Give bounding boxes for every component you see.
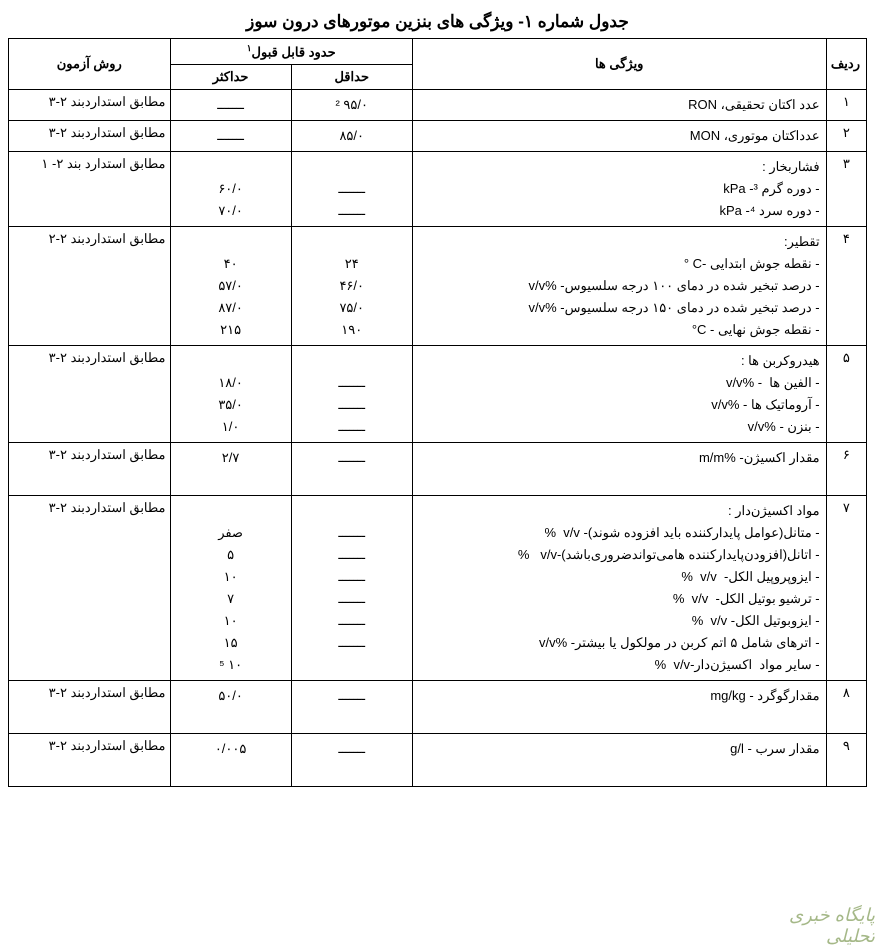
row-number: ۷ [826, 496, 866, 681]
spec-table: ردیف ویژگی ها حدود قابل قبول۱ روش آزمون … [8, 38, 867, 787]
row-number: ۱ [826, 90, 866, 121]
hdr-min: حداقل [291, 65, 412, 90]
max-cell: ۱۸/۰۳۵/۰۱/۰ [170, 346, 291, 443]
table-row: ۶مقدار اکسیژن- %m/m ـــــــ ۲/۷ مطابق اس… [9, 443, 867, 496]
method-cell: مطابق استداردبند ۲-۲ [9, 227, 171, 346]
spec-cell: عدداکتان موتوری، MON [412, 121, 826, 152]
row-number: ۹ [826, 734, 866, 787]
table-row: ۸مقدارگوگرد - mg/kg ـــــــ ۵۰/۰ مطابق ا… [9, 681, 867, 734]
table-row: ۱عدد اکتان تحقیقی، RON۹۵/۰ ²ـــــــمطابق… [9, 90, 867, 121]
table-row: ۲عدداکتان موتوری، MON۸۵/۰ـــــــمطابق اس… [9, 121, 867, 152]
min-cell: ـــــــ [291, 443, 412, 496]
watermark: پایگاه خبری تحلیلی [740, 905, 875, 947]
spec-cell: عدد اکتان تحقیقی، RON [412, 90, 826, 121]
spec-cell: تقطیر:- نقطه جوش ابتدایی -C °- درصد تبخی… [412, 227, 826, 346]
max-cell: ـــــــ [170, 121, 291, 152]
method-cell: مطابق استدارد بند ۲- ۱ [9, 152, 171, 227]
table-row: ۴تقطیر:- نقطه جوش ابتدایی -C °- درصد تبخ… [9, 227, 867, 346]
hdr-row: ردیف [826, 39, 866, 90]
min-cell: ــــــــــــــ [291, 152, 412, 227]
max-cell: ـــــــ [170, 90, 291, 121]
min-cell: ۸۵/۰ [291, 121, 412, 152]
row-number: ۸ [826, 681, 866, 734]
max-cell: ۴۰۵۷/۰۸۷/۰۲۱۵ [170, 227, 291, 346]
hdr-limits: حدود قابل قبول۱ [170, 39, 412, 65]
row-number: ۴ [826, 227, 866, 346]
min-cell: ۲۴۴۶/۰۷۵/۰۱۹۰ [291, 227, 412, 346]
min-cell: ۹۵/۰ ² [291, 90, 412, 121]
max-cell: ۰/۰۰۵ [170, 734, 291, 787]
min-cell: ـــــــ [291, 681, 412, 734]
row-number: ۵ [826, 346, 866, 443]
method-cell: مطابق استداردبند ۲-۳ [9, 90, 171, 121]
table-row: ۵هیدروکربن ها :- الفین ها - %v/v- آرومات… [9, 346, 867, 443]
method-cell: مطابق استداردبند ۲-۳ [9, 681, 171, 734]
max-cell: صفر۵۱۰۷۱۰۱۵۱۰ ⁵ [170, 496, 291, 681]
table-row: ۹مقدار سرب - g/l ـــــــ ۰/۰۰۵ مطابق است… [9, 734, 867, 787]
hdr-max: حداکثر [170, 65, 291, 90]
method-cell: مطابق استداردبند ۲-۳ [9, 443, 171, 496]
hdr-spec: ویژگی ها [412, 39, 826, 90]
max-cell: ۶۰/۰۷۰/۰ [170, 152, 291, 227]
method-cell: مطابق استداردبند ۲-۳ [9, 346, 171, 443]
spec-cell: هیدروکربن ها :- الفین ها - %v/v- آروماتی… [412, 346, 826, 443]
method-cell: مطابق استداردبند ۲-۳ [9, 496, 171, 681]
method-cell: مطابق استداردبند ۲-۳ [9, 121, 171, 152]
min-cell: ـــــــــــــــــــــ [291, 346, 412, 443]
row-number: ۳ [826, 152, 866, 227]
table-title: جدول شماره ۱- ویژگی های بنزین موتورهای د… [8, 12, 867, 32]
max-cell: ۵۰/۰ [170, 681, 291, 734]
spec-cell: فشاربخار :- دوره گرم ³- kPa- دوره سرد ⁴-… [412, 152, 826, 227]
spec-cell: مقدارگوگرد - mg/kg [412, 681, 826, 734]
spec-cell: مواد اکسیژن‌دار :- متانل(عوامل پایدارکنن… [412, 496, 826, 681]
table-row: ۷مواد اکسیژن‌دار :- متانل(عوامل پایدارکن… [9, 496, 867, 681]
row-number: ۲ [826, 121, 866, 152]
min-cell: ـــــــ [291, 734, 412, 787]
table-row: ۳فشاربخار :- دوره گرم ³- kPa- دوره سرد ⁴… [9, 152, 867, 227]
method-cell: مطابق استداردبند ۲-۳ [9, 734, 171, 787]
hdr-method: روش آزمون [9, 39, 171, 90]
max-cell: ۲/۷ [170, 443, 291, 496]
min-cell: ــــــــــــــــــــــــــــــــــــــــ… [291, 496, 412, 681]
row-number: ۶ [826, 443, 866, 496]
spec-cell: مقدار سرب - g/l [412, 734, 826, 787]
spec-cell: مقدار اکسیژن- %m/m [412, 443, 826, 496]
